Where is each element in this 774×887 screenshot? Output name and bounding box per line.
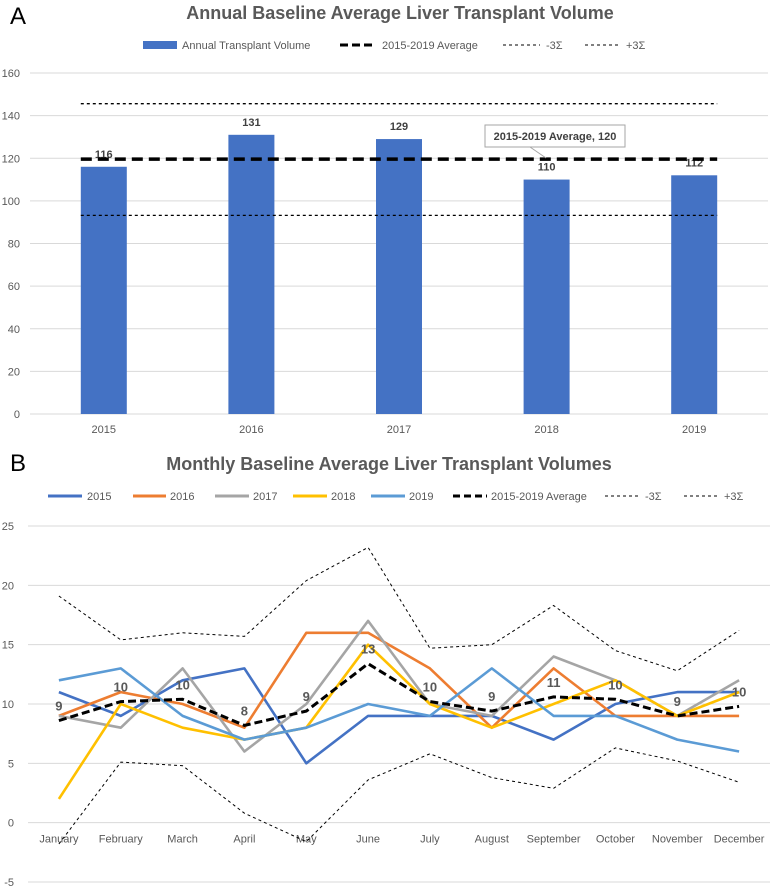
panel-b-legend: 2015 2016 2017 2018 2019 2015-2019 Avera… <box>48 491 744 503</box>
series-line-2018 <box>57 643 740 800</box>
x-tick-label: November <box>652 834 703 846</box>
legend-label-minus3sigma-b: -3Σ <box>645 491 662 503</box>
average-value-label: 10 <box>608 677 622 692</box>
callout-box <box>484 124 626 148</box>
x-tick-label: 2015 <box>92 424 116 436</box>
average-value-label: 9 <box>55 699 62 714</box>
y-tick-label: -5 <box>4 877 14 887</box>
x-tick-label: February <box>99 834 144 846</box>
x-tick-label: August <box>475 834 509 846</box>
panel-a-plot: 0204060801001201401601162015131201612920… <box>2 68 768 436</box>
average-value-label: 10 <box>732 684 746 699</box>
legend-label-average-b: 2015-2019 Average <box>491 491 587 503</box>
series-line-2019 <box>58 667 740 753</box>
series-line-2016 <box>58 631 740 730</box>
y-tick-label: 120 <box>2 153 20 165</box>
panel-a-title: Annual Baseline Average Liver Transplant… <box>186 3 613 23</box>
panel-b-plot: -5 0 5 10 15 20 25 January February March April May… <box>2 521 770 887</box>
plus3sigma-series-line <box>58 546 740 672</box>
average-value-label: 11 <box>547 675 561 690</box>
minus3sigma-series-line <box>58 747 740 845</box>
x-tick-label: January <box>39 834 79 846</box>
legend-label-2017: 2017 <box>253 491 277 503</box>
callout-text: 2015-2019 Average, 120 <box>494 131 617 143</box>
y-tick-label: 40 <box>8 324 20 336</box>
average-value-label: 9 <box>488 689 495 704</box>
y-tick-label: 10 <box>2 699 14 711</box>
y-tick-label: 100 <box>2 196 20 208</box>
x-tick-label: December <box>714 834 765 846</box>
legend-label-2015: 2015 <box>87 491 111 503</box>
x-tick-label: June <box>356 834 380 846</box>
x-tick-label: 2016 <box>239 424 263 436</box>
average-series-line <box>58 661 740 727</box>
y-tick-label: 140 <box>2 111 20 123</box>
average-value-label: 13 <box>361 642 375 657</box>
bar-2018 <box>523 179 570 414</box>
x-tick-label: 2019 <box>682 424 706 436</box>
y-tick-label: 25 <box>2 521 14 533</box>
legend-label-minus3sigma: -3Σ <box>546 40 563 52</box>
average-value-label: 10 <box>114 680 128 695</box>
legend-label-2018: 2018 <box>331 491 355 503</box>
legend-label-plus3sigma: +3Σ <box>626 40 646 52</box>
series-line-2017 <box>58 619 740 753</box>
x-tick-label: May <box>296 834 317 846</box>
legend-label-2019: 2019 <box>409 491 433 503</box>
bar-value-label: 110 <box>538 162 556 174</box>
x-tick-label: September <box>527 834 581 846</box>
x-tick-label: 2018 <box>534 424 558 436</box>
average-value-label: 9 <box>674 694 681 709</box>
y-tick-label: 5 <box>8 758 14 770</box>
bar-value-label: 129 <box>390 121 408 133</box>
panel-a-letter: A <box>10 3 26 30</box>
y-tick-label: 60 <box>8 281 20 293</box>
bar-2016 <box>228 134 275 414</box>
panel-b-title: Monthly Baseline Average Liver Transplan… <box>166 454 611 474</box>
legend-label-plus3sigma-b: +3Σ <box>724 491 744 503</box>
average-value-label: 10 <box>175 677 189 692</box>
average-value-label: 9 <box>303 689 310 704</box>
y-tick-label: 80 <box>8 239 20 251</box>
bar-2017 <box>376 139 422 414</box>
panel-a-legend: Annual Transplant Volume 2015-2019 Avera… <box>143 40 646 52</box>
legend-swatch-bars <box>143 41 177 49</box>
y-tick-label: 20 <box>2 580 14 592</box>
y-tick-label: 0 <box>8 818 14 830</box>
panel-a-callout: 2015-2019 Average, 120 <box>484 124 626 159</box>
y-tick-label: 160 <box>2 68 20 80</box>
average-value-label: 10 <box>423 680 437 695</box>
legend-label-average: 2015-2019 Average <box>382 40 478 52</box>
legend-label-bars: Annual Transplant Volume <box>182 40 310 52</box>
x-tick-label: March <box>167 834 198 846</box>
bar-value-label: 131 <box>242 117 260 129</box>
bar-2019 <box>671 175 718 414</box>
legend-label-2016: 2016 <box>170 491 194 503</box>
y-tick-label: 0 <box>14 409 20 421</box>
callout-leader <box>529 146 547 159</box>
average-value-label: 8 <box>241 703 248 718</box>
x-tick-label: July <box>420 834 440 846</box>
panel-b-letter: B <box>10 450 26 477</box>
x-tick-label: October <box>596 834 635 846</box>
x-tick-label: April <box>233 834 255 846</box>
y-tick-label: 20 <box>8 366 20 378</box>
bar-2015 <box>80 166 127 414</box>
x-tick-label: 2017 <box>387 424 411 436</box>
y-tick-label: 15 <box>2 640 14 652</box>
